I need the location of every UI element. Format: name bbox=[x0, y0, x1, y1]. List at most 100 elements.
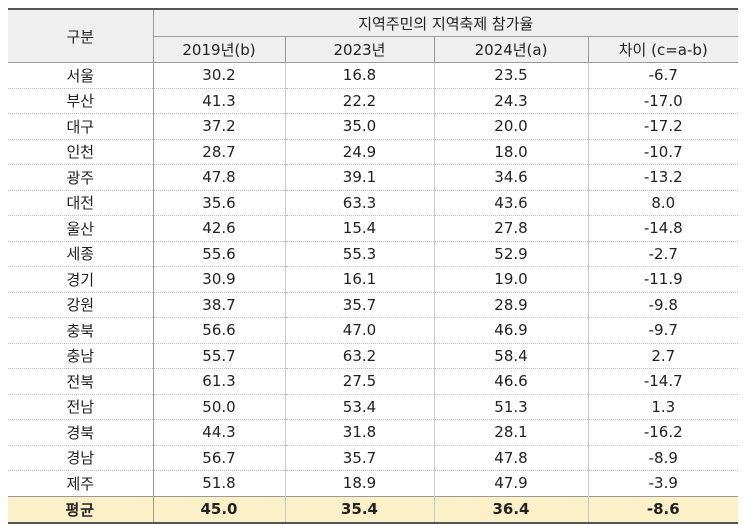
region-cell: 대전 bbox=[8, 190, 154, 216]
value-2019-cell: 44.3 bbox=[152, 419, 286, 446]
value-2023-cell: 16.8 bbox=[284, 62, 435, 89]
diff-cell: 1.3 bbox=[587, 394, 739, 420]
value-2023-cell: 35.0 bbox=[284, 113, 435, 140]
diff-cell: -17.0 bbox=[587, 88, 739, 114]
diff-cell: -9.7 bbox=[587, 317, 739, 344]
value-2024-cell: 28.9 bbox=[433, 292, 589, 318]
value-2024-cell: 34.6 bbox=[433, 164, 589, 191]
region-cell: 충남 bbox=[8, 343, 154, 369]
diff-cell: -10.7 bbox=[587, 139, 739, 165]
value-2024-cell: 47.8 bbox=[433, 445, 589, 471]
value-2023-cell: 16.1 bbox=[284, 266, 435, 293]
value-2019-cell: 45.0 bbox=[152, 495, 286, 524]
table-row: 경남 56.7 35.7 47.8 -8.9 bbox=[8, 445, 739, 471]
table-row: 세종 55.6 55.3 52.9 -2.7 bbox=[8, 241, 739, 267]
region-cell: 평균 bbox=[8, 495, 154, 524]
average-row: 평균 45.0 35.4 36.4 -8.6 bbox=[8, 495, 739, 524]
column-header-diff: 차이 (c=a-b) bbox=[587, 36, 739, 63]
value-2019-cell: 37.2 bbox=[152, 113, 286, 140]
value-2023-cell: 39.1 bbox=[284, 164, 435, 191]
region-cell: 충북 bbox=[8, 317, 154, 344]
region-cell: 경남 bbox=[8, 445, 154, 471]
region-cell: 대구 bbox=[8, 113, 154, 140]
value-2023-cell: 35.7 bbox=[284, 292, 435, 318]
value-2019-cell: 35.6 bbox=[152, 190, 286, 216]
region-cell: 광주 bbox=[8, 164, 154, 191]
value-2024-cell: 58.4 bbox=[433, 343, 589, 369]
value-2019-cell: 51.8 bbox=[152, 470, 286, 497]
value-2023-cell: 55.3 bbox=[284, 241, 435, 267]
value-2023-cell: 15.4 bbox=[284, 215, 435, 242]
value-2019-cell: 56.6 bbox=[152, 317, 286, 344]
value-2019-cell: 41.3 bbox=[152, 88, 286, 114]
diff-cell: 2.7 bbox=[587, 343, 739, 369]
diff-cell: -14.8 bbox=[587, 215, 739, 242]
value-2023-cell: 18.9 bbox=[284, 470, 435, 497]
table-row: 전북 61.3 27.5 46.6 -14.7 bbox=[8, 368, 739, 395]
group-title-header: 지역주민의 지역축제 참가율 bbox=[152, 8, 739, 37]
table-row: 제주 51.8 18.9 47.9 -3.9 bbox=[8, 470, 739, 497]
region-cell: 경북 bbox=[8, 419, 154, 446]
diff-cell: 8.0 bbox=[587, 190, 739, 216]
value-2019-cell: 28.7 bbox=[152, 139, 286, 165]
diff-cell: -8.6 bbox=[587, 495, 739, 524]
value-2019-cell: 30.9 bbox=[152, 266, 286, 293]
value-2024-cell: 36.4 bbox=[433, 495, 589, 524]
table-row: 경기 30.9 16.1 19.0 -11.9 bbox=[8, 266, 739, 293]
diff-cell: -16.2 bbox=[587, 419, 739, 446]
column-header-2019: 2019년(b) bbox=[152, 36, 286, 63]
region-cell: 서울 bbox=[8, 62, 154, 89]
table-row: 경북 44.3 31.8 28.1 -16.2 bbox=[8, 419, 739, 446]
value-2024-cell: 18.0 bbox=[433, 139, 589, 165]
table-row: 울산 42.6 15.4 27.8 -14.8 bbox=[8, 215, 739, 242]
value-2024-cell: 51.3 bbox=[433, 394, 589, 420]
region-cell: 경기 bbox=[8, 266, 154, 293]
column-header-2023: 2023년 bbox=[284, 36, 435, 63]
value-2019-cell: 42.6 bbox=[152, 215, 286, 242]
table-row: 전남 50.0 53.4 51.3 1.3 bbox=[8, 394, 739, 420]
value-2019-cell: 47.8 bbox=[152, 164, 286, 191]
value-2019-cell: 50.0 bbox=[152, 394, 286, 420]
value-2023-cell: 22.2 bbox=[284, 88, 435, 114]
value-2019-cell: 55.6 bbox=[152, 241, 286, 267]
region-cell: 인천 bbox=[8, 139, 154, 165]
diff-cell: -3.9 bbox=[587, 470, 739, 497]
diff-cell: -13.2 bbox=[587, 164, 739, 191]
value-2023-cell: 35.4 bbox=[284, 495, 435, 524]
value-2024-cell: 23.5 bbox=[433, 62, 589, 89]
value-2023-cell: 63.2 bbox=[284, 343, 435, 369]
diff-cell: -8.9 bbox=[587, 445, 739, 471]
value-2023-cell: 27.5 bbox=[284, 368, 435, 395]
value-2023-cell: 47.0 bbox=[284, 317, 435, 344]
value-2024-cell: 52.9 bbox=[433, 241, 589, 267]
value-2023-cell: 35.7 bbox=[284, 445, 435, 471]
value-2023-cell: 63.3 bbox=[284, 190, 435, 216]
table-row: 부산 41.3 22.2 24.3 -17.0 bbox=[8, 88, 739, 114]
table-body: 서울 30.2 16.8 23.5 -6.7 부산 41.3 22.2 24.3 -17.0 대구 3… bbox=[8, 62, 739, 524]
value-2019-cell: 61.3 bbox=[152, 368, 286, 395]
table-row: 인천 28.7 24.9 18.0 -10.7 bbox=[8, 139, 739, 165]
diff-cell: -11.9 bbox=[587, 266, 739, 293]
value-2019-cell: 55.7 bbox=[152, 343, 286, 369]
column-header-2024: 2024년(a) bbox=[433, 36, 589, 63]
diff-cell: -17.2 bbox=[587, 113, 739, 140]
table-row: 광주 47.8 39.1 34.6 -13.2 bbox=[8, 164, 739, 191]
table-row: 대구 37.2 35.0 20.0 -17.2 bbox=[8, 113, 739, 140]
diff-cell: -9.8 bbox=[587, 292, 739, 318]
table-row: 대전 35.6 63.3 43.6 8.0 bbox=[8, 190, 739, 216]
value-2019-cell: 38.7 bbox=[152, 292, 286, 318]
region-cell: 부산 bbox=[8, 88, 154, 114]
value-2024-cell: 46.9 bbox=[433, 317, 589, 344]
value-2024-cell: 24.3 bbox=[433, 88, 589, 114]
table-row: 충북 56.6 47.0 46.9 -9.7 bbox=[8, 317, 739, 344]
table-row: 충남 55.7 63.2 58.4 2.7 bbox=[8, 343, 739, 369]
value-2024-cell: 43.6 bbox=[433, 190, 589, 216]
value-2024-cell: 27.8 bbox=[433, 215, 589, 242]
value-2024-cell: 19.0 bbox=[433, 266, 589, 293]
table-header: 구분 지역주민의 지역축제 참가율 2019년(b) 2023년 2024년(a… bbox=[8, 8, 739, 63]
value-2019-cell: 56.7 bbox=[152, 445, 286, 471]
region-cell: 세종 bbox=[8, 241, 154, 267]
region-cell: 울산 bbox=[8, 215, 154, 242]
table-row: 강원 38.7 35.7 28.9 -9.8 bbox=[8, 292, 739, 318]
value-2024-cell: 28.1 bbox=[433, 419, 589, 446]
